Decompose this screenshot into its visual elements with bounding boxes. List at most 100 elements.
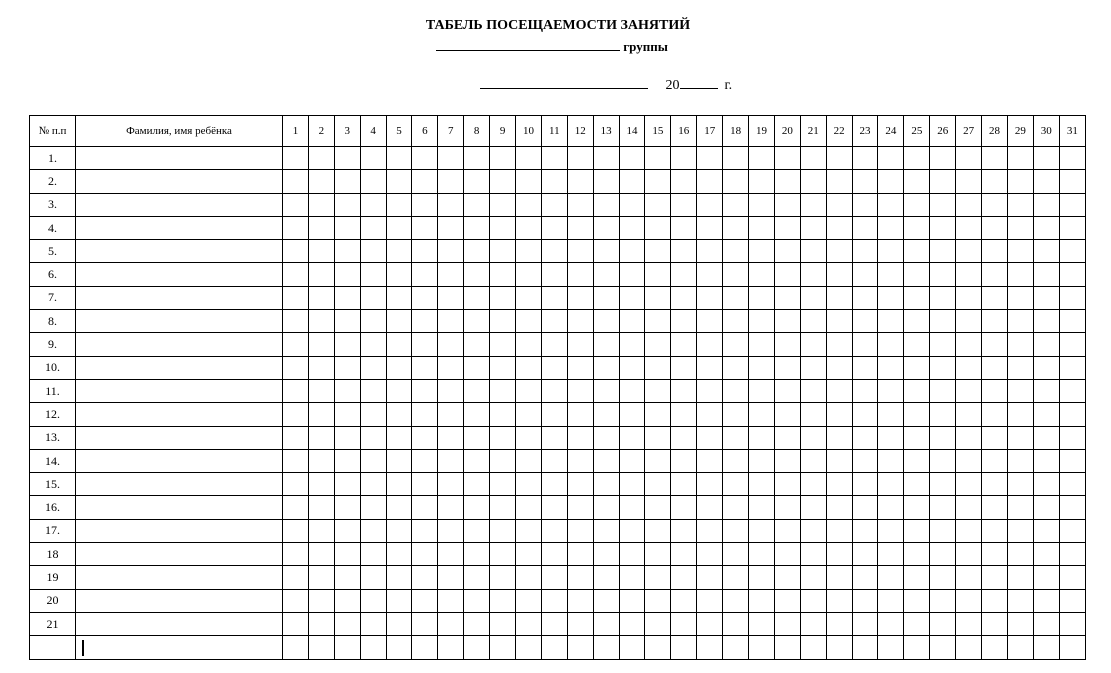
day-cell[interactable] <box>877 565 905 590</box>
day-cell[interactable] <box>333 425 361 450</box>
day-cell[interactable] <box>411 355 439 380</box>
name-cell[interactable] <box>75 145 283 171</box>
day-cell[interactable] <box>463 402 491 427</box>
day-cell[interactable] <box>385 565 413 590</box>
day-cell[interactable] <box>799 518 827 544</box>
day-cell[interactable] <box>540 425 568 450</box>
day-cell[interactable] <box>670 332 698 357</box>
day-cell[interactable] <box>463 588 491 613</box>
day-cell[interactable] <box>773 145 801 171</box>
day-cell[interactable] <box>929 332 957 357</box>
name-cell[interactable] <box>75 192 283 217</box>
day-cell[interactable] <box>618 169 646 194</box>
day-cell[interactable] <box>825 262 853 287</box>
day-cell[interactable] <box>955 309 983 334</box>
day-cell[interactable] <box>722 588 750 613</box>
day-cell[interactable] <box>592 262 620 287</box>
day-cell[interactable] <box>489 215 517 241</box>
day-cell[interactable] <box>282 262 309 287</box>
day-cell[interactable] <box>618 588 646 613</box>
day-cell[interactable] <box>696 309 724 334</box>
day-cell[interactable] <box>307 495 335 520</box>
day-cell[interactable] <box>748 285 775 311</box>
day-cell[interactable] <box>799 611 827 637</box>
day-cell[interactable] <box>773 355 801 380</box>
day-cell[interactable] <box>540 192 568 217</box>
day-cell[interactable] <box>903 355 931 380</box>
day-cell[interactable] <box>748 355 775 380</box>
day-cell[interactable] <box>696 192 724 217</box>
day-cell[interactable] <box>1006 402 1034 427</box>
day-cell[interactable] <box>696 518 724 544</box>
day-cell[interactable] <box>696 355 724 380</box>
day-cell[interactable] <box>644 588 672 613</box>
day-cell[interactable] <box>670 378 698 404</box>
day-cell[interactable] <box>385 192 413 217</box>
day-cell[interactable] <box>748 542 775 567</box>
day-cell[interactable] <box>981 332 1008 357</box>
day-cell[interactable] <box>1006 262 1034 287</box>
day-cell[interactable] <box>696 425 724 450</box>
day-cell[interactable] <box>748 402 775 427</box>
day-cell[interactable] <box>566 378 594 404</box>
day-cell[interactable] <box>851 355 879 380</box>
day-cell[interactable] <box>566 518 594 544</box>
day-cell[interactable] <box>463 355 491 380</box>
day-cell[interactable] <box>1006 542 1034 567</box>
day-cell[interactable] <box>566 402 594 427</box>
day-cell[interactable] <box>903 262 931 287</box>
day-cell[interactable] <box>437 425 465 450</box>
day-cell[interactable] <box>437 378 465 404</box>
day-cell[interactable] <box>799 472 827 497</box>
day-cell[interactable] <box>489 635 517 660</box>
day-cell[interactable] <box>877 472 905 497</box>
day-cell[interactable] <box>592 425 620 450</box>
day-cell[interactable] <box>825 309 853 334</box>
day-cell[interactable] <box>385 611 413 637</box>
name-cell[interactable] <box>75 239 283 264</box>
day-cell[interactable] <box>618 495 646 520</box>
day-cell[interactable] <box>463 518 491 544</box>
day-cell[interactable] <box>515 239 542 264</box>
day-cell[interactable] <box>618 262 646 287</box>
day-cell[interactable] <box>566 635 594 660</box>
day-cell[interactable] <box>955 262 983 287</box>
day-cell[interactable] <box>385 448 413 474</box>
day-cell[interactable] <box>307 588 335 613</box>
day-cell[interactable] <box>515 472 542 497</box>
day-cell[interactable] <box>359 565 387 590</box>
day-cell[interactable] <box>748 518 775 544</box>
day-cell[interactable] <box>592 309 620 334</box>
day-cell[interactable] <box>489 145 517 171</box>
day-cell[interactable] <box>282 565 309 590</box>
day-cell[interactable] <box>1058 402 1087 427</box>
day-cell[interactable] <box>748 169 775 194</box>
day-cell[interactable] <box>981 378 1008 404</box>
day-cell[interactable] <box>463 192 491 217</box>
day-cell[interactable] <box>773 518 801 544</box>
day-cell[interactable] <box>282 215 309 241</box>
day-cell[interactable] <box>644 215 672 241</box>
day-cell[interactable] <box>592 378 620 404</box>
day-cell[interactable] <box>1058 448 1087 474</box>
day-cell[interactable] <box>1006 215 1034 241</box>
day-cell[interactable] <box>566 611 594 637</box>
day-cell[interactable] <box>825 332 853 357</box>
day-cell[interactable] <box>592 472 620 497</box>
day-cell[interactable] <box>773 402 801 427</box>
day-cell[interactable] <box>773 239 801 264</box>
day-cell[interactable] <box>903 448 931 474</box>
day-cell[interactable] <box>411 565 439 590</box>
day-cell[interactable] <box>773 448 801 474</box>
day-cell[interactable] <box>955 425 983 450</box>
day-cell[interactable] <box>411 309 439 334</box>
day-cell[interactable] <box>877 378 905 404</box>
day-cell[interactable] <box>1058 262 1087 287</box>
day-cell[interactable] <box>411 402 439 427</box>
day-cell[interactable] <box>670 309 698 334</box>
day-cell[interactable] <box>359 262 387 287</box>
day-cell[interactable] <box>437 169 465 194</box>
day-cell[interactable] <box>955 565 983 590</box>
day-cell[interactable] <box>877 169 905 194</box>
day-cell[interactable] <box>566 262 594 287</box>
